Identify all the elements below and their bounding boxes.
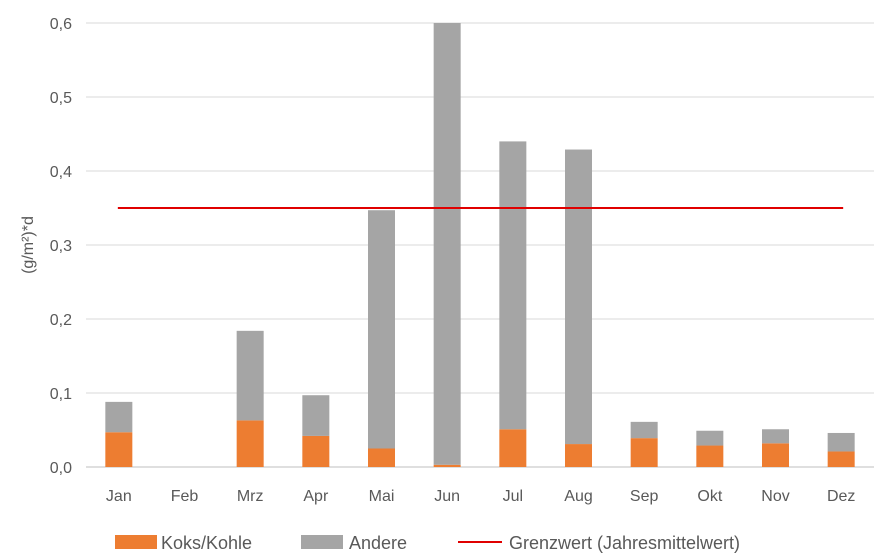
x-tick-label: Apr (303, 488, 329, 505)
bar-koks-kohle-apr (302, 435, 330, 467)
bar-koks-kohle-dez (827, 451, 855, 467)
bar-andere-apr (302, 395, 330, 436)
y-axis-ticks: 0,0 0,1 0,2 0,3 0,4 0,5 0,6 (50, 16, 72, 477)
bar-andere-nov (762, 429, 789, 444)
x-tick-label: Mai (369, 488, 395, 505)
bar-koks-kohle-jul (499, 429, 527, 467)
bar-koks-kohle-nov (762, 443, 789, 467)
gridlines (86, 22, 874, 468)
bar-andere-mai (368, 210, 395, 449)
bar-andere-okt (696, 430, 724, 446)
x-tick-label: Dez (827, 488, 855, 505)
x-tick-label: Nov (761, 488, 789, 505)
y-tick-label: 0,6 (50, 16, 72, 33)
bar-andere-aug (565, 149, 592, 445)
bar-andere-jun (433, 23, 461, 465)
x-axis-ticks: Jan Feb Mrz Apr Mai Jun Jul Aug Sep Okt Nov Dez (106, 488, 855, 505)
x-tick-label: Okt (697, 488, 722, 505)
bar-andere-dez (827, 432, 855, 452)
bar-andere-mrz (236, 330, 264, 421)
x-tick-label: Jan (106, 488, 132, 505)
legend-label-andere: Andere (349, 533, 407, 553)
legend: Koks/Kohle Andere Grenzwert (Jahresmitte… (115, 533, 740, 553)
y-tick-label: 0,0 (50, 460, 72, 477)
x-tick-label: Mrz (237, 488, 264, 505)
bar-koks-kohle-jan (105, 432, 133, 467)
x-tick-label: Aug (564, 488, 592, 505)
bar-koks-kohle-sep (630, 438, 658, 467)
bar-koks-kohle-jun (433, 464, 461, 467)
bars (105, 23, 855, 467)
bar-andere-sep (630, 421, 658, 439)
bar-koks-kohle-aug (565, 444, 592, 467)
y-tick-label: 0,3 (50, 238, 72, 255)
y-tick-label: 0,4 (50, 164, 72, 181)
legend-swatch-koks-kohle (115, 535, 157, 549)
bar-koks-kohle-okt (696, 445, 724, 467)
y-tick-label: 0,1 (50, 386, 72, 403)
bar-andere-jan (105, 401, 133, 433)
bar-andere-jul (499, 141, 527, 430)
x-tick-label: Feb (171, 488, 199, 505)
legend-label-koks-kohle: Koks/Kohle (161, 533, 252, 553)
x-tick-label: Jun (434, 488, 460, 505)
x-tick-label: Jul (503, 488, 523, 505)
bar-koks-kohle-mrz (236, 420, 264, 467)
y-axis-title: (g/m²)*d (20, 216, 37, 274)
y-tick-label: 0,2 (50, 312, 72, 329)
bar-koks-kohle-mai (368, 448, 395, 467)
legend-label-grenzwert: Grenzwert (Jahresmittelwert) (509, 533, 740, 553)
y-tick-label: 0,5 (50, 90, 72, 107)
x-tick-label: Sep (630, 488, 659, 505)
legend-swatch-andere (301, 535, 343, 549)
